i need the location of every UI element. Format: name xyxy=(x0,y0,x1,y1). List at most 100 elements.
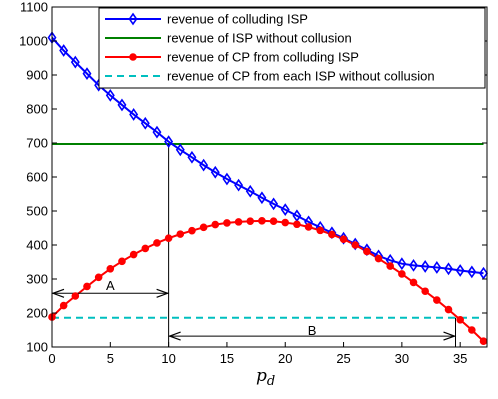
data-point-diamond xyxy=(210,165,220,179)
x-tick-label: 30 xyxy=(395,351,409,366)
annotation-arrowhead-left xyxy=(167,331,181,341)
data-point-diamond xyxy=(420,260,430,273)
x-axis-label-sub: d xyxy=(267,374,275,389)
legend-box xyxy=(98,7,486,89)
data-point-circle xyxy=(106,265,115,273)
data-point-circle xyxy=(433,296,441,304)
data-point-circle xyxy=(304,223,313,231)
data-point-circle xyxy=(269,217,278,225)
data-point-circle xyxy=(141,244,150,253)
data-point-diamond xyxy=(187,150,197,164)
data-point-circle xyxy=(293,220,301,229)
data-point-circle xyxy=(456,316,464,324)
data-point-diamond xyxy=(444,262,453,276)
x-tick-label: 5 xyxy=(107,351,114,366)
data-point-diamond xyxy=(82,67,92,81)
y-tick-label: 700 xyxy=(26,136,48,151)
annotation-arrowhead-right xyxy=(443,331,457,341)
data-point-circle xyxy=(374,254,383,263)
y-tick-label: 600 xyxy=(26,170,48,185)
y-tick-label: 300 xyxy=(26,272,48,287)
data-point-circle xyxy=(188,226,196,235)
data-point-diamond xyxy=(409,259,419,272)
x-tick-label: 20 xyxy=(278,351,292,366)
legend-entry-label: revenue of CP from colluding ISP xyxy=(167,50,359,65)
data-point-circle xyxy=(409,278,418,287)
data-point-circle xyxy=(316,226,325,235)
legend: revenue of colluding ISP revenue of ISP w… xyxy=(98,7,486,89)
data-point-diamond xyxy=(479,266,488,280)
data-point-circle xyxy=(328,230,336,239)
x-tick-label: 25 xyxy=(336,351,350,366)
data-point-diamond xyxy=(234,178,244,192)
data-point-circle xyxy=(479,337,488,346)
data-point-diamond xyxy=(59,44,69,57)
y-tick-label: 1000 xyxy=(19,34,48,49)
annotation-arrowhead-right xyxy=(156,288,170,298)
data-point-circle xyxy=(351,241,360,249)
data-point-circle xyxy=(234,218,243,226)
data-point-circle xyxy=(129,250,138,259)
legend-entry-label: revenue of ISP without collusion xyxy=(167,31,352,46)
data-point-diamond xyxy=(222,172,232,186)
data-point-diamond xyxy=(70,55,80,69)
data-point-circle xyxy=(386,262,395,270)
data-point-circle xyxy=(199,223,208,232)
data-point-circle xyxy=(94,273,103,282)
data-point-diamond xyxy=(175,143,185,157)
x-tick-label: 15 xyxy=(220,351,234,366)
y-tick-label: 1100 xyxy=(20,0,48,15)
data-point-diamond xyxy=(105,89,115,102)
data-point-diamond xyxy=(245,184,255,198)
data-point-circle xyxy=(281,218,290,227)
data-point-diamond xyxy=(164,135,174,149)
data-point-diamond xyxy=(280,203,290,217)
reference-lines-group xyxy=(168,144,457,347)
annotations-group: AB xyxy=(51,278,457,341)
data-point-diamond xyxy=(269,197,279,211)
data-point-diamond xyxy=(152,125,162,139)
data-point-circle xyxy=(176,230,185,238)
x-tick-label: 10 xyxy=(161,351,175,366)
data-point-diamond xyxy=(140,116,150,130)
data-point-circle xyxy=(153,239,161,247)
markers-group xyxy=(47,31,488,346)
legend-swatch-circle xyxy=(129,53,137,61)
legend-entry-label: revenue of colluding ISP xyxy=(167,12,308,27)
data-point-circle xyxy=(59,301,68,310)
y-tick-label: 500 xyxy=(26,204,48,219)
x-tick-label: 35 xyxy=(453,351,467,366)
x-axis-label-main: p xyxy=(256,366,267,386)
data-point-diamond xyxy=(397,257,407,271)
annotation-label: A xyxy=(106,278,115,293)
data-point-circle xyxy=(246,217,255,225)
x-tick-label: 0 xyxy=(48,351,55,366)
legend-entry-label: revenue of CP from each ISP without coll… xyxy=(167,69,435,84)
series-line xyxy=(51,219,485,342)
y-tick-label: 900 xyxy=(26,68,48,83)
data-point-diamond xyxy=(199,158,209,172)
x-axis-label: pd xyxy=(256,366,275,389)
annotation-label: B xyxy=(308,323,317,338)
data-point-circle xyxy=(211,220,220,229)
data-point-diamond xyxy=(455,264,465,277)
legend-swatch-diamond xyxy=(128,12,138,26)
data-point-circle xyxy=(258,217,266,225)
data-point-circle xyxy=(339,235,348,244)
data-point-diamond xyxy=(117,98,127,112)
data-point-circle xyxy=(164,234,173,242)
y-tick-label: 400 xyxy=(26,238,48,253)
data-point-diamond xyxy=(467,265,477,279)
data-point-diamond xyxy=(432,261,442,274)
y-tick-label: 100 xyxy=(26,340,48,355)
data-point-circle xyxy=(468,326,476,334)
data-point-diamond xyxy=(129,108,139,121)
data-point-circle xyxy=(71,292,80,300)
annotation-arrowhead-left xyxy=(51,288,65,298)
y-tick-label: 800 xyxy=(26,102,48,117)
data-point-circle xyxy=(83,282,91,291)
data-point-circle xyxy=(444,305,453,314)
data-point-circle xyxy=(421,287,429,296)
